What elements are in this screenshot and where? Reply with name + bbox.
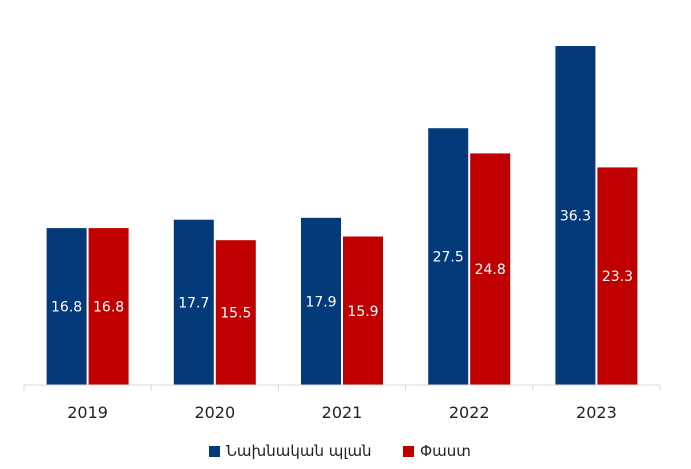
bar-2020-series-0: [173, 219, 214, 385]
legend-label-fact: Փաստ: [420, 442, 471, 460]
bar-2019-series-0: [46, 228, 87, 385]
bar-2020-series-1: [215, 240, 256, 385]
data-label-2019-series-1: 16.8: [93, 300, 124, 316]
x-tick-labels-group: 2019 2020 2021 2022 2023: [67, 403, 617, 422]
data-label-2023-series-1: 23.3: [602, 269, 633, 285]
bar-2023-series-1: [597, 167, 638, 385]
legend-label-plan: Նախնական պլան: [226, 442, 372, 460]
x-ticks-group: [23, 385, 661, 391]
data-label-2021-series-1: 15.9: [347, 304, 378, 320]
data-label-2020-series-0: 17.7: [178, 295, 209, 311]
legend-swatch-plan: [209, 446, 220, 457]
x-tick-label-2023: 2023: [576, 403, 617, 422]
data-label-2020-series-1: 15.5: [220, 306, 251, 322]
legend-swatch-fact: [403, 446, 414, 457]
bars-group: [46, 46, 638, 385]
bar-2022-series-0: [428, 128, 469, 385]
x-tick-label-2020: 2020: [194, 403, 235, 422]
data-label-2021-series-0: 17.9: [305, 294, 336, 310]
data-label-2019-series-0: 16.8: [51, 300, 82, 316]
bar-2019-series-1: [88, 228, 129, 385]
x-tick-label-2019: 2019: [67, 403, 108, 422]
bar-2023-series-0: [555, 46, 596, 385]
bar-2022-series-1: [470, 153, 511, 385]
value-labels-group: 16.8 16.8 17.7 15.5 17.9 15.9 27.5 24.8 36.3 23.3: [51, 209, 633, 322]
bar-2021-series-0: [301, 217, 341, 385]
data-label-2023-series-0: 36.3: [560, 209, 591, 225]
x-tick-label-2021: 2021: [322, 403, 363, 422]
data-label-2022-series-1: 24.8: [475, 262, 506, 278]
bar-2021-series-1: [343, 236, 383, 385]
data-label-2022-series-0: 27.5: [433, 250, 464, 266]
x-tick-label-2022: 2022: [449, 403, 490, 422]
legend: Նախնական պլան Փաստ: [209, 442, 471, 460]
